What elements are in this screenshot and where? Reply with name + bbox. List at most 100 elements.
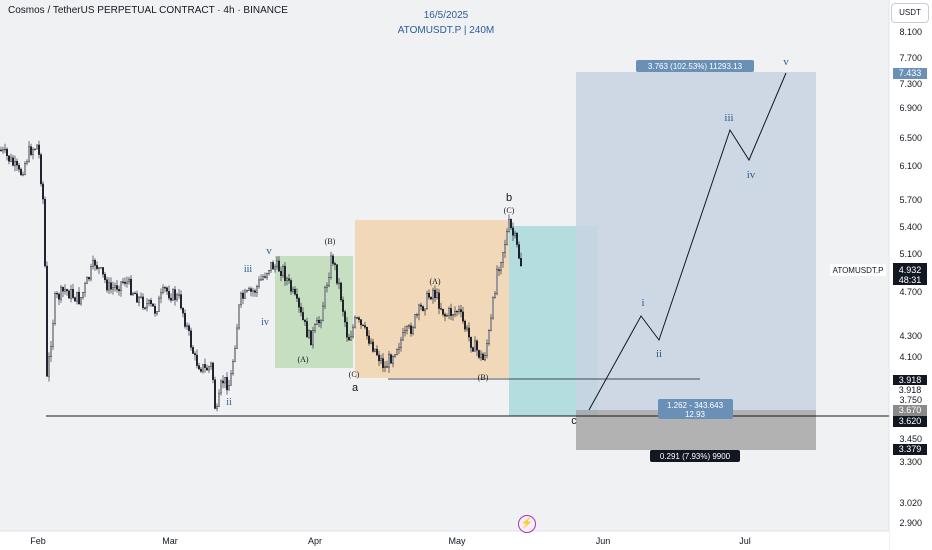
candle-body [212, 362, 214, 380]
candle-body [300, 306, 302, 313]
chart-title: Cosmos / TetherUS PERPETUAL CONTRACT · 4… [8, 5, 288, 16]
y-tick-label: 4.300 [899, 331, 922, 341]
candle-body [46, 265, 48, 377]
price-tag: 3.379 [899, 444, 922, 454]
candle-body [410, 325, 412, 334]
candle-body [94, 260, 96, 266]
zone-orange [355, 220, 509, 378]
candle-body [218, 392, 220, 407]
candle-body [258, 279, 260, 287]
y-tick-label: 3.450 [899, 434, 922, 444]
candle-body [444, 314, 446, 317]
lightning-icon[interactable]: ⚡ [518, 515, 536, 533]
wave-label-B2: (B) [478, 373, 489, 382]
candle-body [498, 269, 500, 271]
candle-body [512, 227, 514, 236]
candle-body [122, 281, 124, 283]
candle-body [262, 276, 264, 280]
wave-label-iv-proj: iv [747, 169, 756, 181]
candle-body [508, 219, 510, 232]
y-tick-label: 4.700 [899, 287, 922, 297]
wave-label-b: b [506, 192, 512, 204]
candle-body [64, 289, 66, 292]
candle-body [348, 337, 350, 341]
candle-body [182, 307, 184, 314]
candle-body [436, 292, 438, 299]
candle-body [440, 308, 442, 310]
candle-body [30, 146, 32, 155]
candle-body [158, 297, 160, 312]
candle-body [256, 286, 258, 293]
candle-body [232, 361, 234, 374]
candle-body [238, 304, 240, 329]
candle-body [290, 280, 292, 292]
candle-body [178, 294, 180, 296]
candle-body [172, 289, 174, 301]
candle-body [454, 311, 456, 315]
candle-body [420, 304, 422, 307]
candle-body [382, 358, 384, 369]
candle-body [8, 155, 10, 162]
candle-body [14, 160, 16, 166]
candle-body [6, 148, 8, 157]
price-tag-bg [893, 385, 927, 396]
candle-body [356, 317, 358, 319]
candle-body [316, 320, 318, 325]
candle-body [360, 319, 362, 326]
candle-body [26, 161, 28, 164]
candle-body [98, 267, 100, 269]
candle-body [472, 347, 474, 352]
candle-body [28, 146, 30, 162]
candle-body [168, 291, 170, 299]
chart-stamp: 16/5/2025 ATOMUSDT.P | 240M [0, 8, 892, 38]
x-tick-labels: Feb Mar Apr May Jun Jul [30, 536, 751, 546]
candle-body [340, 282, 342, 301]
candle-body [482, 353, 484, 361]
candle-body [250, 288, 252, 292]
candle-body [510, 219, 512, 229]
candle-body [70, 289, 72, 299]
candle-body [458, 309, 460, 312]
candle-body [82, 292, 84, 298]
candle-body [48, 356, 50, 377]
candle-body [88, 277, 90, 280]
candle-body [106, 279, 108, 291]
candle-body [146, 303, 148, 309]
candle-body [476, 340, 478, 351]
candle-body [292, 289, 294, 292]
wave-label-A: (A) [297, 355, 308, 364]
candle-body [56, 293, 58, 295]
wave-label-B: (B) [325, 237, 336, 246]
candle-body [354, 317, 356, 328]
candle-body [296, 294, 298, 299]
candle-body [208, 366, 210, 371]
candle-body [222, 380, 224, 384]
y-tick-label: 6.900 [899, 103, 922, 113]
candle-body [466, 327, 468, 330]
candle-body [54, 293, 56, 324]
candle-body [260, 279, 262, 281]
x-tick-label: Jul [739, 536, 751, 546]
price-tag-bg [893, 68, 927, 79]
candle-body [344, 311, 346, 323]
candle-body [210, 362, 212, 367]
y-tick-label: 5.100 [899, 249, 922, 259]
candle-body [324, 287, 326, 307]
candle-body [390, 354, 392, 364]
candle-body [332, 255, 334, 264]
candle-body [418, 304, 420, 315]
candle-body [186, 325, 188, 327]
candle-body [206, 367, 208, 371]
price-tag-bg [893, 405, 927, 416]
candle-body [244, 290, 246, 299]
candle-body [140, 296, 142, 298]
last-price-tag: ATOMUSDT.P 4.932 48:31 [830, 263, 927, 285]
time-axis[interactable] [0, 531, 889, 550]
candle-body [270, 262, 272, 271]
currency-button[interactable]: USDT [891, 3, 929, 23]
y-tick-label: 3.750 [899, 395, 922, 405]
candle-body [326, 285, 328, 288]
candle-body [32, 149, 34, 156]
candle-body [216, 406, 218, 409]
